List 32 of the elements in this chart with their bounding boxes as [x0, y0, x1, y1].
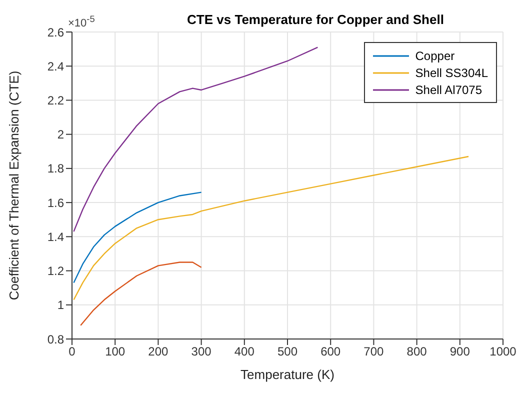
y-tick-label: 1.2 — [47, 264, 64, 278]
y-tick-label: 2.2 — [47, 93, 64, 108]
y-tick-label: 2.6 — [47, 25, 64, 40]
x-axis-title: Temperature (K) — [240, 367, 334, 382]
x-tick-label: 200 — [148, 344, 169, 359]
y-tick-label: 2 — [57, 128, 64, 142]
y-tick-label: 1.8 — [47, 162, 64, 176]
x-tick-label: 0 — [68, 344, 76, 359]
y-tick-label: 1 — [57, 298, 64, 312]
y-axis-title: Coefficient of Thermal Expansion (CTE) — [6, 70, 22, 300]
y-tick-label: 1.6 — [47, 196, 64, 210]
x-tick-label: 500 — [277, 344, 298, 359]
x-tick-label: 300 — [191, 344, 212, 359]
chart-title: CTE vs Temperature for Copper and Shell — [187, 12, 444, 27]
x-tick-label: 600 — [320, 344, 341, 359]
line-series — [73, 192, 202, 284]
x-tick-label: 100 — [105, 344, 126, 359]
x-tick-label: 400 — [234, 344, 255, 359]
x-tick-label: 700 — [364, 344, 384, 359]
x-tick-label: 800 — [406, 344, 428, 359]
x-tick-label: 900 — [450, 344, 470, 359]
y-tick-label: 0.8 — [47, 332, 64, 346]
y-tick-label: 2.4 — [47, 59, 64, 74]
line-series — [73, 156, 470, 300]
y-tick-label: 1.4 — [47, 230, 64, 244]
line-series — [80, 262, 202, 326]
legend-label: Copper — [415, 48, 455, 62]
line-series — [73, 46, 318, 232]
legend-label: Shell Al7075 — [415, 82, 482, 96]
x-tick-label: 1000 — [490, 344, 517, 359]
legend-label: Shell SS304L — [415, 66, 488, 80]
text: ×10$^{-5}$ — [68, 14, 95, 30]
